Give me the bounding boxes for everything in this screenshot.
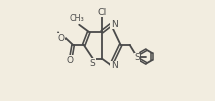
Text: O: O bbox=[58, 34, 65, 43]
Text: S: S bbox=[89, 59, 95, 68]
Text: CH₃: CH₃ bbox=[69, 14, 84, 23]
Text: N: N bbox=[111, 20, 117, 29]
Text: S: S bbox=[134, 53, 140, 62]
Text: O: O bbox=[67, 56, 74, 65]
Text: N: N bbox=[111, 61, 117, 70]
Text: Cl: Cl bbox=[97, 8, 107, 17]
